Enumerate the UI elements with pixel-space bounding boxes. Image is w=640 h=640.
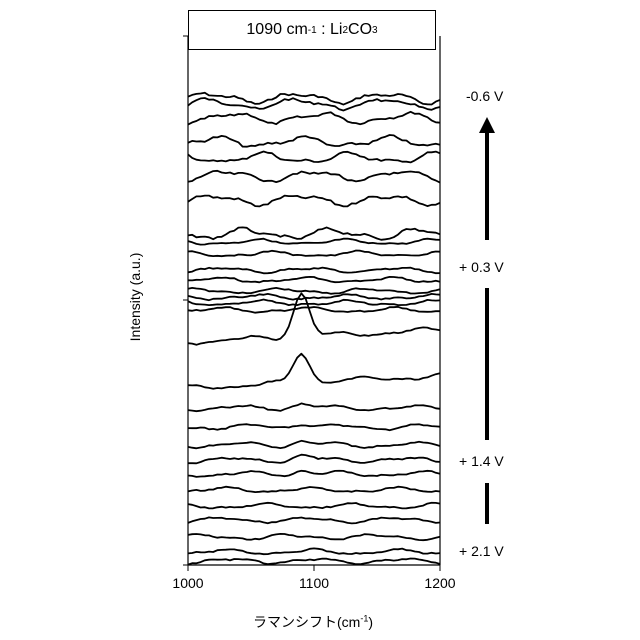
x-tick-label-1000: 1000 [172,575,203,591]
arrow-head [479,117,495,133]
spectrum-line-2 [188,98,440,111]
spectrum-line-22 [188,455,440,464]
title-formula-a: Li [330,21,342,39]
spectrum-line-14 [188,294,440,300]
x-ticks: 1000 1100 1200 [172,565,455,591]
potential-label-bottom: + 2.1 V [459,543,504,559]
title-formula-sub2: 3 [372,25,378,36]
spectrum-line-20 [188,424,440,430]
spectrum-line-29 [188,559,440,565]
title-unit-exp: -1 [308,25,317,36]
spectra [188,93,440,565]
spectrum-line-10 [188,251,440,257]
spectrum-line-3 [188,112,440,125]
spectrum-line-5 [188,152,440,163]
spectrum-line-8 [188,227,440,239]
spectrum-line-28 [188,548,440,554]
spectrum-line-13 [188,288,440,294]
x-axis-label-prefix: ラマンシフト(cm [253,614,360,630]
chart-title: 1090 cm-1 : Li2CO3 [188,10,436,50]
spectrum-line-7 [188,196,440,207]
title-formula-b: CO [348,21,372,39]
spectrum-line-16 [188,307,440,313]
spectrum-line-9 [188,239,440,245]
potential-label-lower-mid: + 1.4 V [459,453,504,469]
spectrum-line-26 [188,517,440,523]
spectrum-line-12 [188,277,440,282]
spectrum-line-4 [188,135,440,147]
potential-label-top: -0.6 V [466,88,503,104]
spectrum-line-25 [188,503,440,509]
spectrum-line-24 [188,487,440,492]
title-unit: cm [286,21,307,39]
spectrum-line-18 [188,354,440,389]
spectrum-line-11 [188,268,440,274]
x-axis-label: ラマンシフト(cm-1) [253,612,373,632]
y-axis-label: Intensity (a.u.) [127,253,143,342]
spectrum-line-15 [188,300,440,306]
title-wavenumber: 1090 [246,21,282,39]
spectrum-line-27 [188,534,440,540]
spectrum-line-21 [188,441,440,449]
spectrum-line-6 [188,171,440,183]
spectrum-line-17 [188,293,440,344]
x-tick-label-1200: 1200 [424,575,455,591]
title-separator: : [317,21,330,39]
x-tick-label-1100: 1100 [299,575,329,591]
spectrum-line-19 [188,403,440,411]
spectrum-line-23 [188,471,440,477]
potential-label-upper-mid: + 0.3 V [459,259,504,275]
x-axis-label-suffix: ) [368,614,373,630]
